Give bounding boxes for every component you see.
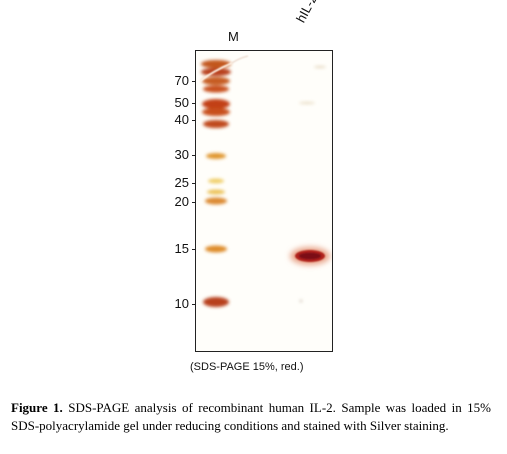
lane-label-marker: M	[228, 29, 239, 44]
gel-figure: M hIL-2 70 50 40 30 25 20 15 10	[174, 0, 333, 373]
figure-caption: Figure 1. SDS-PAGE analysis of recombina…	[11, 399, 491, 434]
sample-lane-main-band	[290, 247, 330, 265]
lane-label-sample: hIL-2	[293, 0, 321, 26]
mw-label-15: 15	[174, 241, 189, 256]
gel-caption: (SDS-PAGE 15%, red.)	[190, 361, 304, 373]
marker-lane	[201, 60, 231, 307]
mw-label-20: 20	[174, 194, 189, 209]
mw-label-70: 70	[174, 73, 189, 88]
gel-image	[195, 50, 333, 352]
figure-caption-label: Figure 1.	[11, 400, 63, 415]
sample-lane-faint	[299, 65, 326, 303]
figure-caption-text: SDS-PAGE analysis of recombinant human I…	[11, 400, 491, 433]
mw-label-25: 25	[174, 175, 189, 190]
mw-label-50: 50	[174, 95, 189, 110]
mw-label-40: 40	[174, 112, 189, 127]
mw-label-10: 10	[174, 296, 189, 311]
mw-label-30: 30	[174, 147, 189, 162]
gel-bands-graphic	[199, 55, 330, 307]
